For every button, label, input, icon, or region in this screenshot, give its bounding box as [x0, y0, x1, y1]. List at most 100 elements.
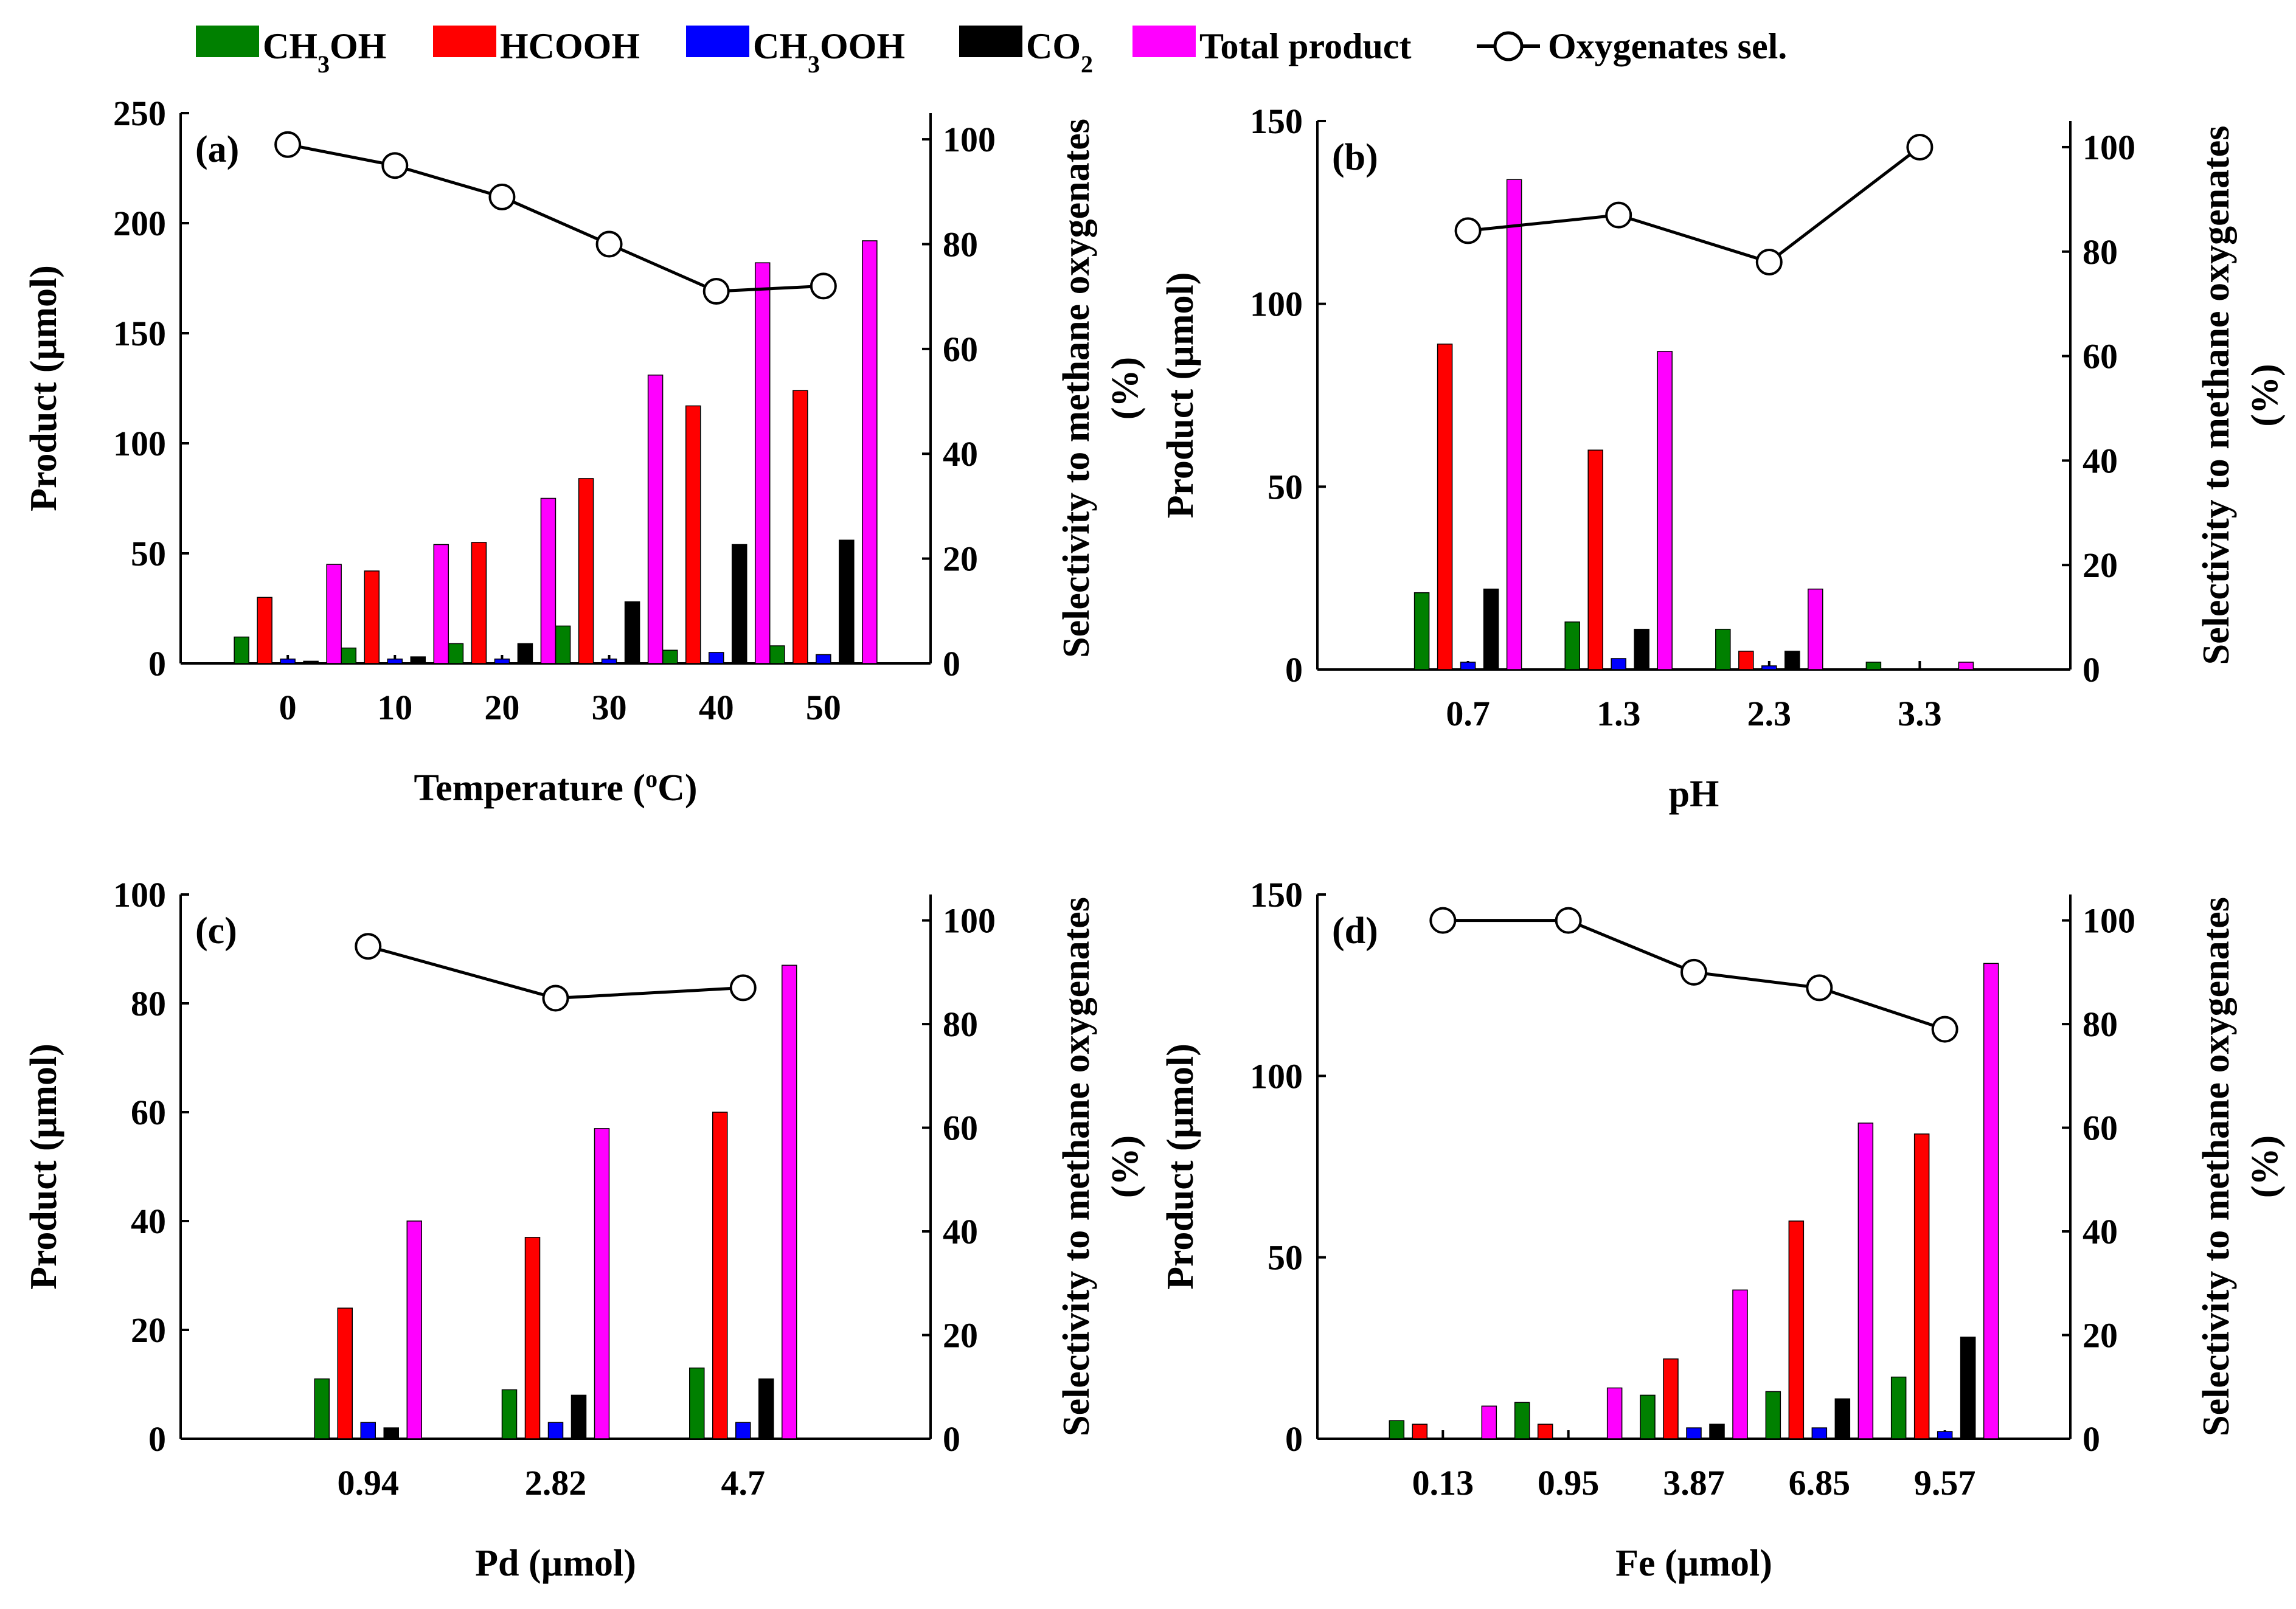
y-tick-label: 100 — [1250, 1056, 1303, 1096]
bar-ch3oh — [555, 625, 571, 664]
bar-co2 — [758, 1378, 774, 1439]
legend-item-total: Total product — [1132, 26, 1411, 66]
selectivity-marker — [1605, 201, 1632, 229]
legend: CH3OH HCOOH CH3OOH CO2 Total product Oxygenat… — [196, 26, 1787, 78]
selectivity-marker — [355, 933, 382, 960]
bar-co2 — [1960, 1337, 1976, 1439]
selectivity-marker — [274, 131, 302, 158]
legend-swatch-total — [1132, 26, 1196, 57]
y2-tick-label: 0 — [2083, 650, 2100, 690]
y-axis-label: Product (µmol) — [23, 1043, 64, 1290]
y-tick-label: 0 — [148, 1419, 166, 1459]
y2-axis-label-unit: (%) — [1105, 1135, 1146, 1198]
selectivity-marker — [729, 974, 757, 1002]
selectivity-marker — [1454, 217, 1482, 244]
x-tick-label: 40 — [699, 688, 734, 727]
bar-co2 — [731, 544, 747, 664]
legend-item-hcooh: HCOOH — [433, 26, 640, 66]
selectivity-marker — [595, 230, 623, 258]
y2-tick-label: 100 — [943, 120, 996, 159]
bar-ch3ooh — [1460, 662, 1476, 670]
y2-axis-label: Selectivity to methane oxygenates — [1056, 119, 1097, 658]
bar-hcooh — [712, 1112, 728, 1439]
y2-tick-label: 60 — [2083, 1109, 2118, 1148]
legend-item-ch3oh: CH3OH — [196, 26, 386, 78]
x-tick-label: 2.82 — [525, 1463, 587, 1503]
x-tick-label: 4.7 — [721, 1463, 766, 1503]
y-tick-label: 150 — [1250, 102, 1303, 141]
x-tick-label: 0.13 — [1412, 1463, 1474, 1503]
y2-tick-label: 80 — [943, 1005, 978, 1044]
bar-ch3ooh — [280, 659, 296, 664]
bar-hcooh — [1788, 1220, 1805, 1439]
bar-co2 — [624, 601, 640, 664]
bar-ch3oh — [689, 1367, 705, 1439]
bar-ch3ooh — [387, 659, 403, 664]
y2-tick-label: 20 — [2083, 545, 2118, 585]
y2-tick-label: 40 — [943, 434, 978, 474]
bar-ch3oh — [1890, 1376, 1907, 1439]
y2-tick-label: 80 — [2083, 232, 2118, 272]
x-tick-label: 3.87 — [1663, 1463, 1725, 1503]
y2-tick-label: 60 — [2083, 337, 2118, 376]
panel-3: 0 50 100 150 0 20 40 60 80 100 0.13 0.95 3.87 6.85 9.5… — [1160, 875, 2286, 1584]
bar-ch3oh — [1389, 1420, 1405, 1439]
x-tick-label: 1.3 — [1597, 694, 1641, 733]
legend-label-total: Total product — [1199, 26, 1411, 66]
panel-label: (a) — [195, 129, 239, 170]
legend-label-hcooh: HCOOH — [500, 26, 640, 66]
panel-1: 0 50 100 150 0 20 40 60 80 100 0.7 1.3 2.3 3.3 (b) pH Pr… — [1160, 102, 2286, 815]
bar-hcooh — [793, 390, 808, 664]
y-tick-label: 20 — [131, 1310, 166, 1350]
y-tick-label: 50 — [131, 534, 166, 573]
x-tick-label: 50 — [806, 688, 841, 727]
bar-total — [540, 497, 557, 664]
x-tick-label: 0.95 — [1538, 1463, 1600, 1503]
panel-0: 0 50 100 150 200 250 0 20 40 60 80 100 0 10 20 30 40 50 (a… — [23, 94, 1146, 809]
bar-co2 — [1784, 651, 1800, 670]
bar-total — [647, 375, 664, 664]
bar-ch3oh — [1564, 621, 1580, 670]
y2-axis-label-unit: (%) — [2244, 1135, 2286, 1198]
bar-total — [1983, 963, 1999, 1439]
legend-swatch-hcooh — [433, 26, 496, 57]
x-tick-label: 0 — [279, 688, 297, 727]
y-tick-label: 100 — [113, 424, 166, 463]
bar-total — [1657, 351, 1673, 670]
bar-ch3ooh — [601, 659, 617, 664]
bar-ch3oh — [662, 649, 678, 664]
bar-total — [862, 240, 878, 664]
selectivity-line — [1468, 145, 1921, 264]
bar-ch3ooh — [1611, 658, 1626, 670]
bar-hcooh — [1913, 1133, 1930, 1439]
y-tick-label: 150 — [1250, 875, 1303, 915]
selectivity-marker — [1755, 248, 1783, 275]
selectivity-marker — [1555, 907, 1582, 934]
selectivity-marker — [1806, 974, 1833, 1002]
bar-hcooh — [578, 478, 594, 664]
bar-ch3oh — [1413, 592, 1430, 670]
x-tick-label: 10 — [377, 688, 412, 727]
bar-ch3oh — [1640, 1394, 1656, 1439]
y2-tick-label: 0 — [2083, 1419, 2100, 1459]
y-tick-label: 100 — [1250, 285, 1303, 324]
bar-ch3oh — [1514, 1402, 1530, 1439]
bar-ch3ooh — [1686, 1427, 1702, 1439]
y-tick-label: 250 — [113, 94, 166, 133]
y2-axis-label-unit: (%) — [2244, 364, 2286, 426]
legend-item-ch3ooh: CH3OOH — [686, 26, 905, 78]
legend-marker-swatch — [1493, 31, 1524, 61]
y2-axis-label: Selectivity to methane oxygenates — [2196, 897, 2237, 1436]
bar-hcooh — [1437, 344, 1453, 670]
y2-tick-label: 40 — [2083, 1212, 2118, 1251]
x-tick-label: 0.7 — [1446, 694, 1490, 733]
bar-hcooh — [524, 1237, 541, 1439]
panel-label: (b) — [1332, 137, 1378, 178]
y2-tick-label: 100 — [943, 901, 996, 941]
y-axis-label: Product (µmol) — [1160, 272, 1201, 519]
selectivity-marker — [1680, 958, 1707, 986]
y-tick-label: 200 — [113, 204, 166, 243]
y2-tick-label: 0 — [943, 1419, 960, 1459]
bar-ch3oh — [314, 1378, 330, 1439]
